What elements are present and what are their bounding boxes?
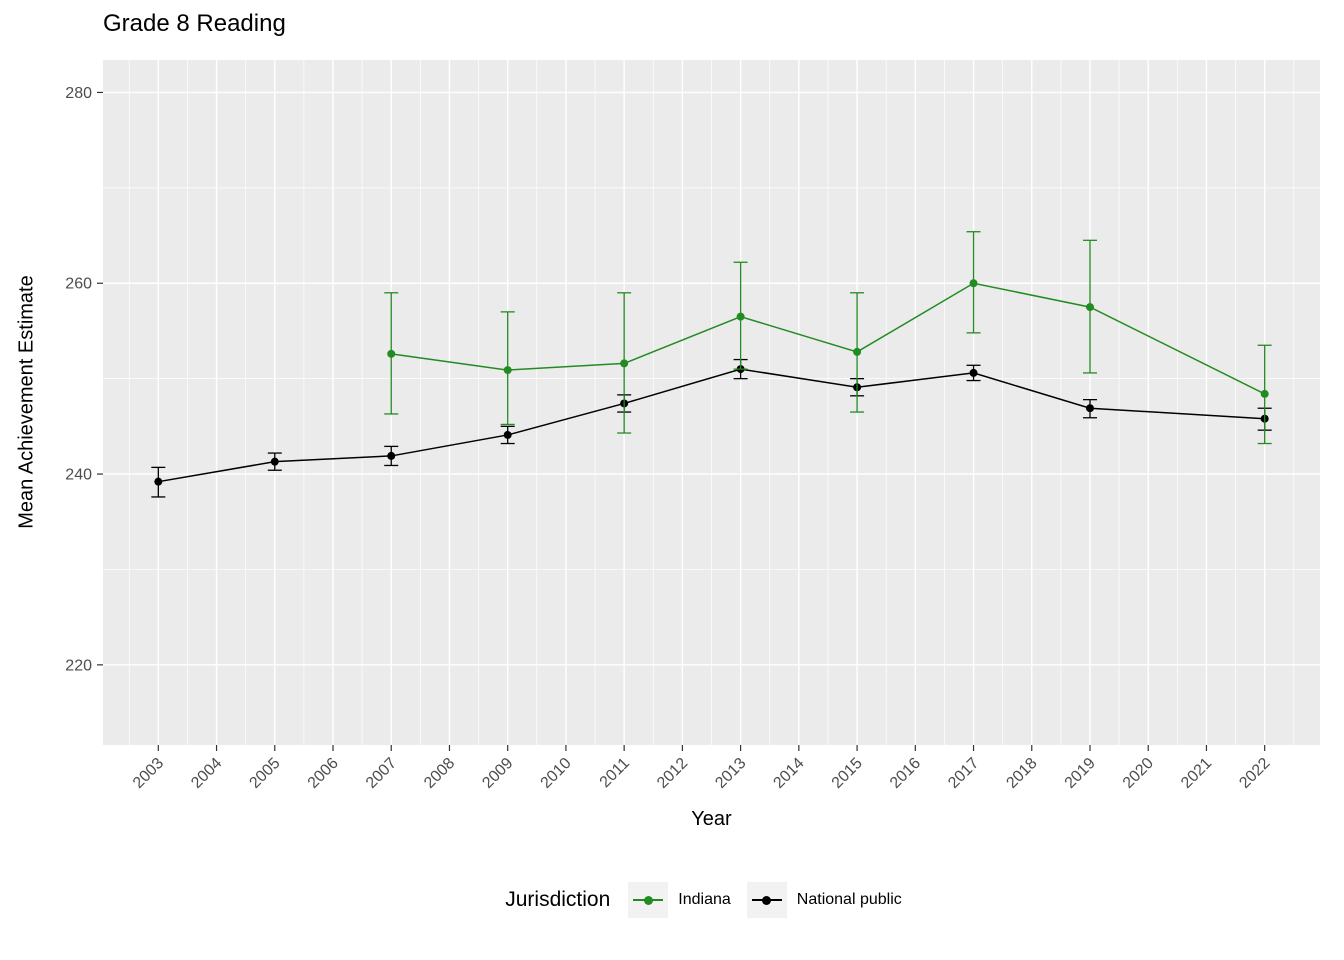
svg-text:2004: 2004 bbox=[188, 755, 225, 792]
svg-text:2008: 2008 bbox=[421, 755, 458, 792]
svg-text:2019: 2019 bbox=[1062, 755, 1099, 792]
svg-text:2010: 2010 bbox=[538, 755, 575, 792]
svg-text:2005: 2005 bbox=[246, 755, 283, 792]
svg-text:2014: 2014 bbox=[770, 755, 807, 792]
legend-key-national-public bbox=[746, 882, 787, 918]
svg-text:2015: 2015 bbox=[829, 755, 866, 792]
svg-text:260: 260 bbox=[65, 276, 92, 293]
svg-text:220: 220 bbox=[65, 657, 92, 674]
chart-title: Grade 8 Reading bbox=[103, 10, 286, 37]
legend-point-icon bbox=[643, 895, 653, 905]
plot-area: 220 240 260 280 2003 2004 2005 2006 2007 2008 2009… bbox=[65, 60, 1320, 792]
legend-entry-indiana: Indiana bbox=[628, 882, 731, 918]
svg-text:2020: 2020 bbox=[1120, 755, 1157, 792]
svg-text:2012: 2012 bbox=[654, 755, 691, 792]
svg-text:240: 240 bbox=[65, 467, 92, 484]
svg-text:2007: 2007 bbox=[363, 755, 400, 792]
svg-text:2017: 2017 bbox=[945, 755, 982, 792]
svg-text:2011: 2011 bbox=[597, 755, 633, 791]
svg-text:2018: 2018 bbox=[1003, 755, 1040, 792]
legend: Jurisdiction Indiana National public bbox=[103, 882, 1320, 918]
svg-text:280: 280 bbox=[65, 85, 92, 102]
legend-label-indiana: Indiana bbox=[678, 891, 731, 908]
legend-point-icon bbox=[762, 895, 772, 905]
legend-label-national-public: National public bbox=[796, 891, 902, 908]
legend-title: Jurisdiction bbox=[505, 888, 611, 911]
svg-text:2022: 2022 bbox=[1236, 755, 1273, 792]
legend-key-indiana bbox=[628, 882, 669, 918]
svg-text:2021: 2021 bbox=[1178, 755, 1215, 792]
svg-text:2016: 2016 bbox=[887, 755, 924, 792]
legend-entry-national-public: National public bbox=[746, 882, 902, 918]
svg-text:2013: 2013 bbox=[712, 755, 749, 792]
svg-text:2006: 2006 bbox=[305, 755, 342, 792]
x-axis-title: Year bbox=[691, 808, 732, 830]
svg-text:2003: 2003 bbox=[130, 755, 167, 792]
svg-text:2009: 2009 bbox=[479, 755, 516, 792]
